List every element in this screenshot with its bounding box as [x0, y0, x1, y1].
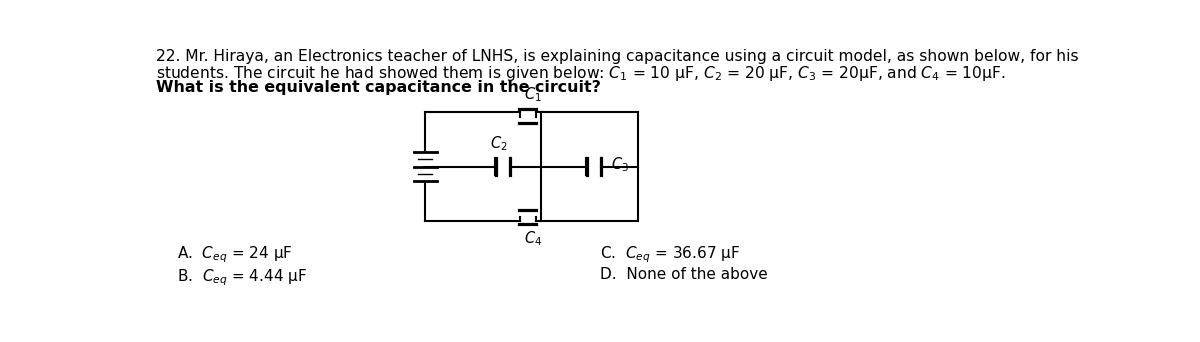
Text: $C_1$: $C_1$ [524, 86, 542, 104]
Text: students. The circuit he had showed them is given below: $C_1$ = 10 μF, $C_2$ = : students. The circuit he had showed them… [156, 64, 1006, 83]
Text: $C_4$: $C_4$ [524, 229, 542, 248]
Text: C.  $C_{eq}$ = 36.67 μF: C. $C_{eq}$ = 36.67 μF [600, 244, 739, 265]
Text: $C_2$: $C_2$ [490, 134, 508, 153]
Text: A.  $C_{eq}$ = 24 μF: A. $C_{eq}$ = 24 μF [178, 244, 293, 265]
Text: D.  None of the above: D. None of the above [600, 267, 767, 282]
Text: $C_3$: $C_3$ [611, 155, 629, 174]
Text: B.  $C_{eq}$ = 4.44 μF: B. $C_{eq}$ = 4.44 μF [178, 267, 307, 288]
Text: What is the equivalent capacitance in the circuit?: What is the equivalent capacitance in th… [156, 80, 601, 94]
Text: 22. Mr. Hiraya, an Electronics teacher of LNHS, is explaining capacitance using : 22. Mr. Hiraya, an Electronics teacher o… [156, 49, 1079, 64]
